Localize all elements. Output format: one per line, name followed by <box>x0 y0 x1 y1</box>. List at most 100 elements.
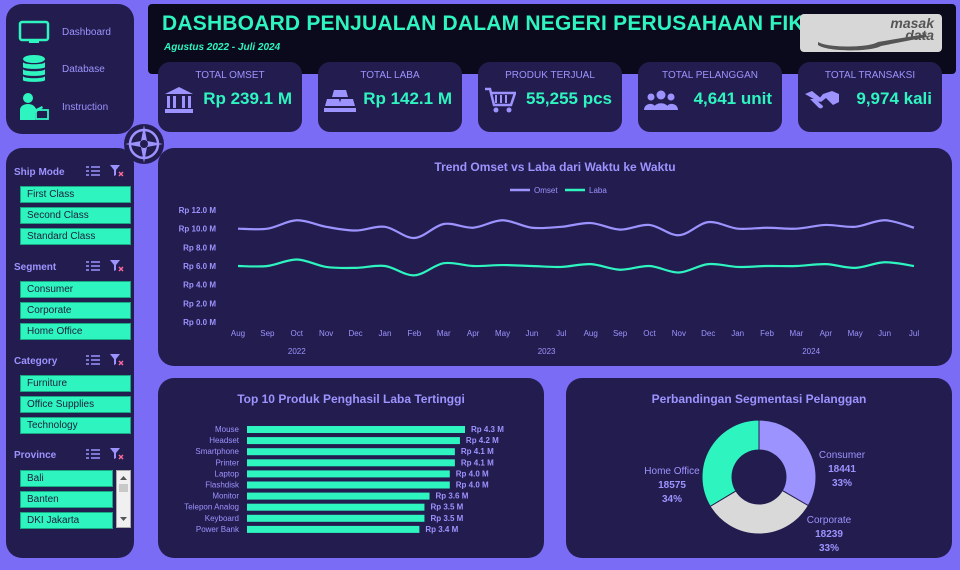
y-tick-label: Rp 0.0 M <box>183 318 216 327</box>
bar <box>247 503 425 511</box>
slicer-item-technology[interactable]: Technology <box>20 417 131 434</box>
multi-select-icon[interactable] <box>86 260 100 272</box>
monitor-icon <box>18 20 50 43</box>
kpi-label: TOTAL TRANSAKSI <box>824 70 916 81</box>
slicer-item-second-class[interactable]: Second Class <box>20 207 131 224</box>
clear-filter-icon[interactable] <box>110 448 124 460</box>
slicer-item-standard-class[interactable]: Standard Class <box>20 228 131 245</box>
x-tick-label: Jun <box>525 329 538 338</box>
y-tick-label: Rp 12.0 M <box>179 206 217 215</box>
multi-select-icon[interactable] <box>86 165 100 177</box>
trend-chart: Rp 0.0 M Rp 2.0 M Rp 4.0 M Rp 6.0 M Rp 8.0 M… <box>179 186 920 356</box>
bar-value-label: Rp 3.6 M <box>436 492 469 501</box>
donut-label-value: 18441 <box>828 464 856 475</box>
x-tick-label: Mar <box>437 329 451 338</box>
bar-category-label: Printer <box>215 458 239 467</box>
bar <box>247 514 425 522</box>
province-scrollbar[interactable] <box>116 470 131 528</box>
legend-label: Laba <box>589 186 607 195</box>
top-products-chart: Mouse Rp 4.3 M Headset Rp 4.2 M Smartphone Rp… <box>184 425 504 534</box>
multi-select-icon[interactable] <box>86 354 100 366</box>
bar-category-label: Monitor <box>212 492 239 501</box>
slicer-item-office-supplies[interactable]: Office Supplies <box>20 396 131 413</box>
slicer-item-consumer[interactable]: Consumer <box>20 281 131 298</box>
clear-filter-icon[interactable] <box>110 165 124 177</box>
x-tick-label: Jun <box>878 329 891 338</box>
gold-bars-icon <box>324 90 356 112</box>
handshake-icon <box>805 91 839 109</box>
segment-chart: Consumer 18441 33% Corporate 18239 33% Home Of… <box>644 419 866 554</box>
x-tick-label: Nov <box>319 329 333 338</box>
series-line-laba <box>237 258 915 277</box>
segment-chart-title: Perbandingan Segmentasi Pelanggan <box>651 392 867 406</box>
bar-value-label: Rp 4.0 M <box>456 469 489 478</box>
x-tick-label: Jan <box>379 329 392 338</box>
top-products-panel: Top 10 Produk Penghasil Laba Tertinggi M… <box>158 378 544 558</box>
x-tick-label: Oct <box>643 329 656 338</box>
kpi-value: 55,255 pcs <box>525 89 612 108</box>
kpi-total-laba: TOTAL LABA Rp 142.1 M <box>318 62 462 132</box>
pan-icon <box>818 34 927 51</box>
x-tick-label: Dec <box>701 329 715 338</box>
kpi-value: 4,641 unit <box>693 89 772 108</box>
year-label: 2024 <box>802 347 820 356</box>
bar-category-label: Mouse <box>215 425 240 434</box>
x-tick-label: Oct <box>291 329 304 338</box>
slicer-item-furniture[interactable]: Furniture <box>20 375 131 392</box>
slicer-item-first-class[interactable]: First Class <box>20 186 131 203</box>
slicer-category-title: Category <box>14 356 58 367</box>
donut-label-name: Corporate <box>807 515 852 526</box>
kpi-produk-terjual: PRODUK TERJUAL 55,255 pcs <box>478 62 622 132</box>
year-label: 2022 <box>288 347 306 356</box>
kpi-total-pelanggan: TOTAL PELANGGAN 4,641 unit <box>638 62 782 132</box>
x-tick-label: Feb <box>407 329 421 338</box>
donut-slice-home-office <box>701 419 760 508</box>
x-tick-label: Jul <box>909 329 919 338</box>
bar-category-label: Telepon Analog <box>184 503 239 512</box>
x-tick-label: Aug <box>231 329 245 338</box>
slicer-item-corporate[interactable]: Corporate <box>20 302 131 319</box>
nav-dashboard[interactable]: Dashboard <box>18 20 111 44</box>
donut-label-pct: 34% <box>662 494 682 505</box>
bar-category-label: Power Bank <box>196 525 240 534</box>
slicer-item-dki-jakarta[interactable]: DKI Jakarta <box>20 512 113 529</box>
donut-label-pct: 33% <box>832 478 852 489</box>
multi-select-icon[interactable] <box>86 448 100 460</box>
scroll-down-icon[interactable] <box>120 517 127 521</box>
clear-filter-icon[interactable] <box>110 354 124 366</box>
bar-value-label: Rp 4.1 M <box>461 447 494 456</box>
slicer-item-bali[interactable]: Bali <box>20 470 113 487</box>
donut-slice-corporate <box>709 489 809 535</box>
kpi-total-transaksi: TOTAL TRANSAKSI 9,974 kali <box>798 62 942 132</box>
kpi-label: TOTAL OMSET <box>195 70 265 81</box>
slicer-province-title: Province <box>14 450 57 461</box>
bar <box>247 426 465 433</box>
compass-icon[interactable] <box>122 122 166 166</box>
y-tick-label: Rp 4.0 M <box>183 281 216 290</box>
slicer-ship-mode-title: Ship Mode <box>14 167 65 178</box>
kpi-label: PRODUK TERJUAL <box>505 70 595 81</box>
slicer-item-banten[interactable]: Banten <box>20 491 113 508</box>
presenter-icon <box>20 93 49 120</box>
bar-value-label: Rp 4.3 M <box>471 425 504 434</box>
nav-instruction-label: Instruction <box>62 101 109 113</box>
y-tick-label: Rp 6.0 M <box>183 262 216 271</box>
bar <box>247 437 460 445</box>
x-tick-label: Feb <box>760 329 774 338</box>
bar-value-label: Rp 3.5 M <box>430 514 463 523</box>
page-subtitle: Agustus 2022 - Juli 2024 <box>164 42 281 53</box>
kpi-value: Rp 239.1 M <box>203 89 292 108</box>
nav-instruction[interactable]: Instruction <box>18 92 108 122</box>
scroll-up-icon[interactable] <box>120 476 127 480</box>
slicer-item-home-office[interactable]: Home Office <box>20 323 131 340</box>
clear-filter-icon[interactable] <box>110 260 124 272</box>
bar-category-label: Flashdisk <box>205 481 240 490</box>
bar <box>247 525 420 533</box>
kpi-value: Rp 142.1 M <box>363 89 452 108</box>
nav-database[interactable]: Database <box>18 54 105 84</box>
trend-chart-panel: Trend Omset vs Laba dari Waktu ke Waktu … <box>158 148 952 366</box>
database-icon <box>23 55 45 82</box>
page-title: DASHBOARD PENJUALAN DALAM NEGERI PERUSAH… <box>162 12 824 35</box>
bar <box>247 448 455 456</box>
segment-panel: Perbandingan Segmentasi Pelanggan Consum… <box>566 378 952 558</box>
